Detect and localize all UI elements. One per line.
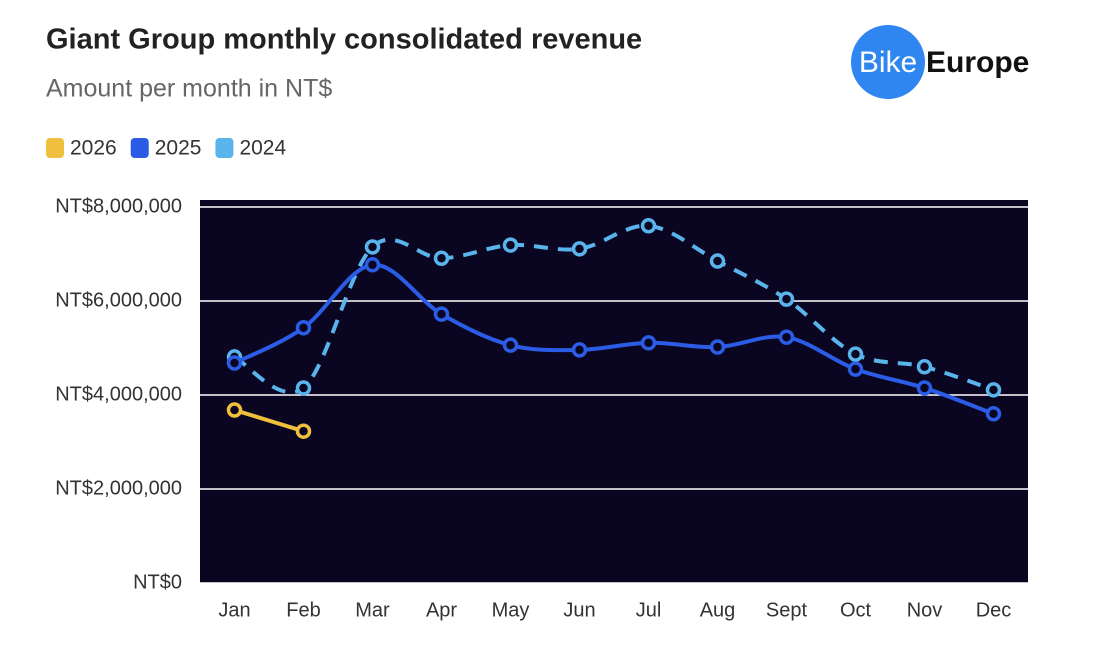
data-point (985, 406, 1002, 422)
x-tick-label: Jul (636, 599, 662, 621)
data-point (916, 359, 933, 375)
data-point (571, 241, 588, 257)
data-point (778, 329, 795, 345)
legend-swatch (46, 138, 64, 158)
x-tick-label: Mar (355, 599, 390, 621)
y-tick-label: NT$0 (133, 571, 182, 593)
chart-title: Giant Group monthly consolidated revenue (46, 24, 642, 56)
data-point (709, 339, 726, 355)
x-tick-label: Apr (426, 599, 457, 621)
logo-circle (851, 25, 925, 99)
x-tick-label: Oct (840, 599, 872, 621)
x-tick-label: Jan (218, 599, 250, 621)
legend-swatch (215, 138, 234, 158)
data-point (640, 218, 657, 234)
x-tick-label: Dec (976, 599, 1012, 621)
data-point (295, 423, 312, 439)
data-point (226, 355, 243, 371)
chart-subtitle: Amount per month in NT$ (46, 75, 332, 103)
data-point (847, 346, 864, 362)
logo-text: Bike (859, 46, 917, 79)
x-tick-label: Jun (563, 599, 595, 621)
data-point (364, 257, 381, 273)
data-point (571, 342, 588, 358)
logo-text: Europe (926, 46, 1029, 79)
plot-area (200, 200, 1028, 583)
x-tick-label: Nov (907, 599, 943, 621)
x-tick-label: Feb (286, 599, 320, 621)
data-point (847, 361, 864, 377)
x-tick-label: May (492, 599, 530, 621)
y-tick-label: NT$4,000,000 (55, 383, 182, 405)
data-point (295, 380, 312, 396)
legend-label: 2024 (239, 137, 286, 160)
legend-label: 2026 (70, 137, 117, 160)
data-point (226, 402, 243, 418)
data-point (640, 335, 657, 351)
x-tick-label: Sept (766, 599, 808, 621)
data-point (364, 239, 381, 255)
data-point (916, 380, 933, 396)
data-point (433, 250, 450, 266)
x-tick-label: Aug (700, 599, 736, 621)
data-point (778, 291, 795, 307)
legend-swatch (130, 138, 149, 158)
data-point (709, 253, 726, 269)
data-point (502, 237, 519, 253)
legend-label: 2025 (155, 137, 202, 160)
data-point (295, 320, 312, 336)
logo: Bike Europe (851, 25, 1029, 99)
y-tick-label: NT$2,000,000 (55, 477, 182, 499)
data-point (985, 382, 1002, 398)
y-tick-label: NT$6,000,000 (55, 289, 182, 311)
data-point (502, 337, 519, 353)
data-point (433, 306, 450, 322)
y-tick-label: NT$8,000,000 (55, 195, 182, 217)
